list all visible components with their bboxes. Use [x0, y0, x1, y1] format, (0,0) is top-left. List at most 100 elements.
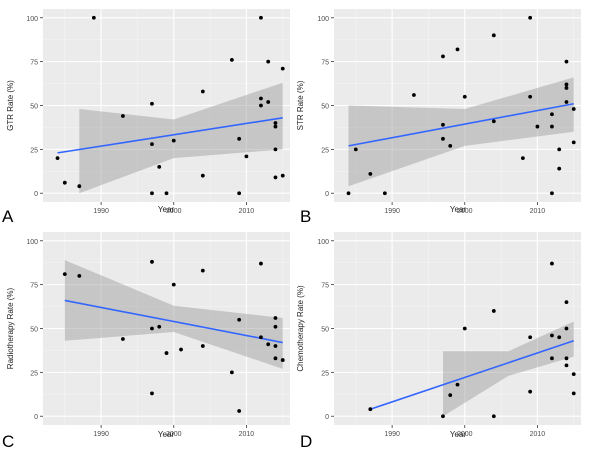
data-point — [441, 122, 445, 127]
x-axis-title: Year — [158, 205, 175, 214]
data-point — [368, 407, 373, 412]
panel-d: 0 25 50 75 100 1990 2000 2010 Year Chemotherapy R… — [296, 232, 581, 451]
data-point — [557, 166, 562, 171]
data-point — [179, 347, 183, 352]
data-point — [550, 124, 554, 129]
x-tick-label: 1990 — [93, 431, 109, 438]
panel-b: 0 25 50 75 100 1990 2000 2010 Year STR Rate (%) B — [296, 9, 581, 226]
x-axis-title: Year — [450, 205, 467, 214]
data-point — [157, 165, 162, 169]
y-tick-label: 0 — [325, 191, 329, 198]
data-point — [412, 93, 416, 97]
data-point — [564, 356, 569, 361]
data-point — [164, 191, 169, 196]
y-axis-title: Radiotherapy Rate (%) — [6, 287, 15, 369]
data-point — [382, 191, 387, 196]
data-point — [448, 143, 453, 148]
data-point — [571, 391, 576, 396]
y-tick-label: 25 — [321, 370, 329, 377]
data-point — [273, 121, 278, 125]
data-point — [571, 107, 576, 111]
y-tick-label: 0 — [34, 191, 38, 198]
data-point — [237, 409, 242, 413]
data-point — [229, 57, 234, 62]
confidence-band — [348, 77, 574, 187]
data-point — [528, 15, 533, 20]
data-point — [229, 370, 234, 375]
confidence-band — [443, 321, 574, 417]
y-tick-label: 75 — [321, 283, 329, 290]
trend-line — [64, 299, 283, 344]
data-point — [491, 33, 496, 38]
data-point — [157, 324, 162, 329]
data-point — [121, 337, 125, 341]
panel-letter: D — [300, 432, 312, 451]
data-point — [528, 335, 533, 340]
y-tick-label: 25 — [30, 370, 38, 377]
trend-line — [370, 340, 574, 410]
data-point — [121, 114, 125, 118]
data-point — [244, 154, 249, 159]
data-point — [150, 142, 154, 147]
data-point — [550, 333, 554, 338]
x-tick-label: 2010 — [239, 431, 255, 438]
data-point — [280, 66, 285, 71]
data-point — [571, 372, 576, 377]
data-point — [259, 103, 263, 108]
data-point — [455, 382, 460, 387]
y-tick-label: 25 — [30, 147, 38, 154]
y-tick-label: 50 — [321, 104, 329, 111]
data-point — [77, 273, 82, 278]
data-point — [266, 59, 271, 64]
data-point — [550, 191, 554, 196]
data-point — [150, 326, 154, 331]
y-tick-label: 100 — [317, 239, 329, 246]
data-point — [273, 147, 278, 152]
data-point — [91, 15, 96, 20]
data-point — [200, 344, 205, 348]
x-tick-label: 2010 — [530, 431, 546, 438]
data-point — [62, 180, 67, 185]
y-tick-label: 100 — [26, 16, 38, 23]
data-point — [273, 324, 278, 329]
trend-line — [348, 102, 574, 147]
y-tick-label: 100 — [26, 239, 38, 246]
y-tick-label: 100 — [317, 16, 329, 23]
data-point — [273, 344, 278, 348]
data-point — [55, 156, 60, 161]
data-point — [564, 300, 569, 305]
data-point — [150, 101, 154, 106]
data-point — [273, 175, 278, 180]
panel-a: 0 25 50 75 100 1990 2000 2010 Year GTR Rate (%) A — [2, 9, 290, 226]
data-point — [62, 272, 67, 277]
data-point — [200, 268, 205, 273]
panel-c: 0 25 50 75 100 1990 2000 2010 Year Radiotherapy R… — [2, 232, 290, 451]
y-tick-label: 75 — [30, 283, 38, 290]
data-point — [280, 173, 285, 178]
data-point — [441, 54, 445, 59]
data-point — [550, 261, 554, 266]
data-point — [441, 136, 445, 141]
data-point — [273, 124, 278, 129]
data-point — [200, 173, 205, 178]
x-tick-label: 2010 — [239, 208, 255, 215]
confidence-band — [64, 260, 283, 369]
data-point — [462, 326, 467, 331]
x-tick-label: 1990 — [384, 208, 400, 215]
y-tick-label: 75 — [321, 60, 329, 67]
data-point — [462, 94, 467, 99]
data-point — [528, 94, 533, 99]
x-tick-label: 2000 — [166, 431, 182, 438]
data-point — [564, 363, 569, 368]
data-point — [353, 147, 358, 152]
data-point — [164, 351, 169, 355]
confidence-band — [79, 82, 283, 194]
data-point — [150, 191, 154, 196]
y-tick-label: 0 — [34, 414, 38, 421]
x-tick-label: 2010 — [530, 208, 546, 215]
data-point — [237, 317, 242, 322]
data-point — [266, 100, 271, 104]
x-axis-title: Year — [450, 430, 467, 439]
y-axis-title: STR Rate (%) — [296, 80, 305, 130]
